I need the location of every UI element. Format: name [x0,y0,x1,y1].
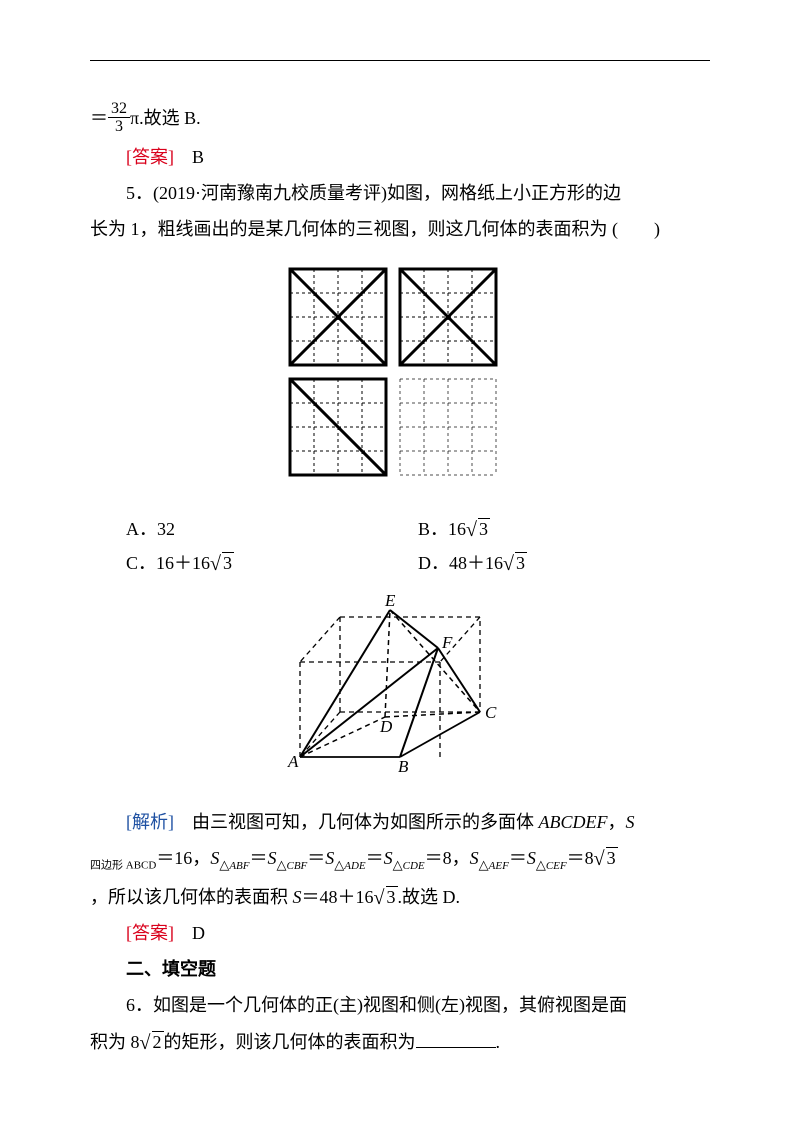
q5-answer-line: [答案] D [90,916,710,950]
q5-analysis-2: 四边形 ABCD＝16，S△ABF＝S△CBF＝S△ADE＝S△CDE＝8，S△… [90,841,710,877]
q5-options-row1: A．32 B．163 [90,512,710,546]
answer-b-val: B [192,147,204,167]
q5-stem-line1: 5．(2019·河南豫南九校质量考评)如图，网格纸上小正方形的边 [90,176,710,210]
q5-num: 5． [126,183,153,203]
lbl-A: A [287,752,299,771]
q5-opt-b: B．163 [418,512,710,546]
prev-tail: ＝323π.故选 B. [90,101,710,138]
q5-opt-d: D．48＋163 [418,546,710,580]
three-view-svg [270,259,530,489]
q6-stem-line2: 积为 82的矩形，则该几何体的表面积为. [90,1025,710,1059]
q5-opt-c: C．16＋163 [126,546,418,580]
lbl-B: B [398,757,409,776]
q5-answer-label: [答案] [126,923,174,943]
q6-blank [416,1030,496,1048]
answer-b-line: [答案] B [90,140,710,174]
lbl-C: C [485,703,497,722]
analysis-label: [解析] [126,812,174,832]
section2-title: 二、填空题 [90,952,710,986]
page-top-rule [90,60,710,61]
q5-stem-line2: 长为 1，粗线画出的是某几何体的三视图，则这几何体的表面积为 ( ) [90,212,710,246]
solid-svg: E F A B C D [270,592,530,782]
frac-32-3: 323 [108,100,130,136]
q5-opt-a: A．32 [126,512,418,546]
answer-label: [答案] [126,147,174,167]
q6-stem-line1: 6．如图是一个几何体的正(主)视图和侧(左)视图，其俯视图是面 [90,988,710,1022]
q5-analysis: [解析] 由三视图可知，几何体为如图所示的多面体 ABCDEF，S [90,805,710,839]
q5-source: (2019·河南豫南九校质量考评) [153,183,387,203]
lbl-F: F [441,633,453,652]
lbl-D: D [379,717,393,736]
q5-solid-figure: E F A B C D [90,592,710,793]
lbl-E: E [384,592,396,610]
q5-answer-val: D [192,923,205,943]
q5-three-view-figure [90,259,710,500]
q5-stem1: 如图，网格纸上小正方形的边 [387,183,621,203]
q5-options-row2: C．16＋163 D．48＋163 [90,546,710,580]
q5-analysis-3: ，所以该几何体的表面积 S＝48＋163.故选 D. [90,880,710,914]
